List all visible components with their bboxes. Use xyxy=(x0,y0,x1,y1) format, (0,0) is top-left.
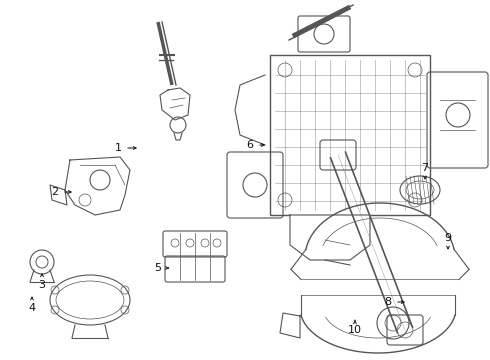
Text: 4: 4 xyxy=(28,303,36,313)
Text: 8: 8 xyxy=(385,297,392,307)
Text: 5: 5 xyxy=(154,263,162,273)
Text: 10: 10 xyxy=(348,325,362,335)
Text: 6: 6 xyxy=(246,140,253,150)
Text: 3: 3 xyxy=(39,280,46,290)
Text: 9: 9 xyxy=(444,233,452,243)
Polygon shape xyxy=(50,185,67,205)
Text: 7: 7 xyxy=(421,163,429,173)
Polygon shape xyxy=(290,215,370,260)
Text: 1: 1 xyxy=(115,143,122,153)
Polygon shape xyxy=(280,313,300,338)
Polygon shape xyxy=(65,157,130,215)
Text: 2: 2 xyxy=(51,187,59,197)
